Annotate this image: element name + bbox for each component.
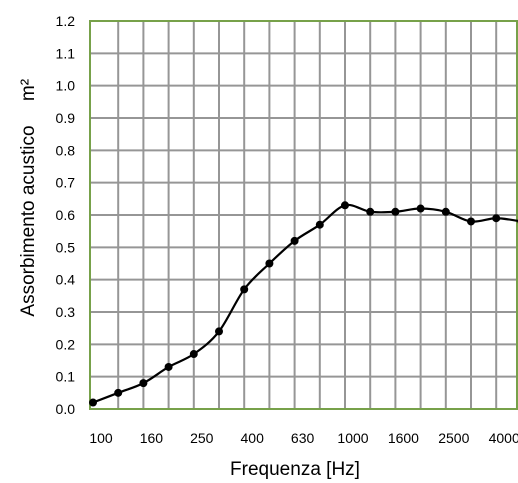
data-point xyxy=(240,285,249,294)
y-tick-label: 0.1 xyxy=(56,369,76,385)
plot-border xyxy=(89,20,518,410)
data-point xyxy=(89,398,97,407)
y-tick-label: 0.7 xyxy=(56,175,76,191)
data-point xyxy=(441,207,450,216)
y-axis-unit-label: m² xyxy=(18,79,39,101)
data-point xyxy=(265,259,274,268)
y-tick-label: 0.9 xyxy=(56,110,76,126)
data-point xyxy=(492,214,501,223)
x-axis-label: Frequenza [Hz] xyxy=(230,459,360,480)
data-point xyxy=(215,327,223,336)
data-point xyxy=(366,207,375,216)
x-tick-label: 1600 xyxy=(388,430,419,446)
data-point xyxy=(391,207,400,216)
x-tick-label: 630 xyxy=(291,430,315,446)
x-tick-label: 1000 xyxy=(337,430,368,446)
y-tick-label: 1.1 xyxy=(56,45,76,61)
x-tick-label: 4000 xyxy=(489,430,518,446)
y-tick-label: 0.0 xyxy=(56,401,76,417)
x-tick-label: 250 xyxy=(190,430,214,446)
data-point xyxy=(189,350,198,359)
data-point xyxy=(139,379,148,388)
x-tick-labels: 100 160 250 400 630 1000 1600 2500 4000 xyxy=(89,430,518,446)
data-point xyxy=(315,220,324,229)
data-points xyxy=(89,201,518,407)
y-tick-labels: 0.0 0.1 0.2 0.3 0.4 0.5 0.6 0.7 0.8 0.9 1.0 1.1 1.2 xyxy=(56,13,76,417)
data-point xyxy=(416,204,425,213)
data-point xyxy=(290,236,299,245)
y-tick-label: 1.2 xyxy=(56,13,76,29)
y-tick-label: 0.8 xyxy=(56,142,76,158)
data-point xyxy=(341,201,349,210)
y-axis-label: Assorbimento acustico xyxy=(18,125,39,316)
data-point xyxy=(114,388,123,397)
y-tick-label: 0.2 xyxy=(56,336,76,352)
x-tick-label: 100 xyxy=(89,430,113,446)
x-tick-label: 2500 xyxy=(438,430,469,446)
y-tick-label: 0.3 xyxy=(56,304,76,320)
y-tick-label: 0.6 xyxy=(56,207,76,223)
y-tick-label: 0.4 xyxy=(56,272,76,288)
data-point xyxy=(467,217,475,226)
x-tick-label: 400 xyxy=(241,430,265,446)
series-line xyxy=(92,203,518,404)
data-point xyxy=(164,362,173,371)
y-tick-label: 1.0 xyxy=(56,78,76,94)
x-tick-label: 160 xyxy=(140,430,164,446)
y-tick-label: 0.5 xyxy=(56,239,76,255)
